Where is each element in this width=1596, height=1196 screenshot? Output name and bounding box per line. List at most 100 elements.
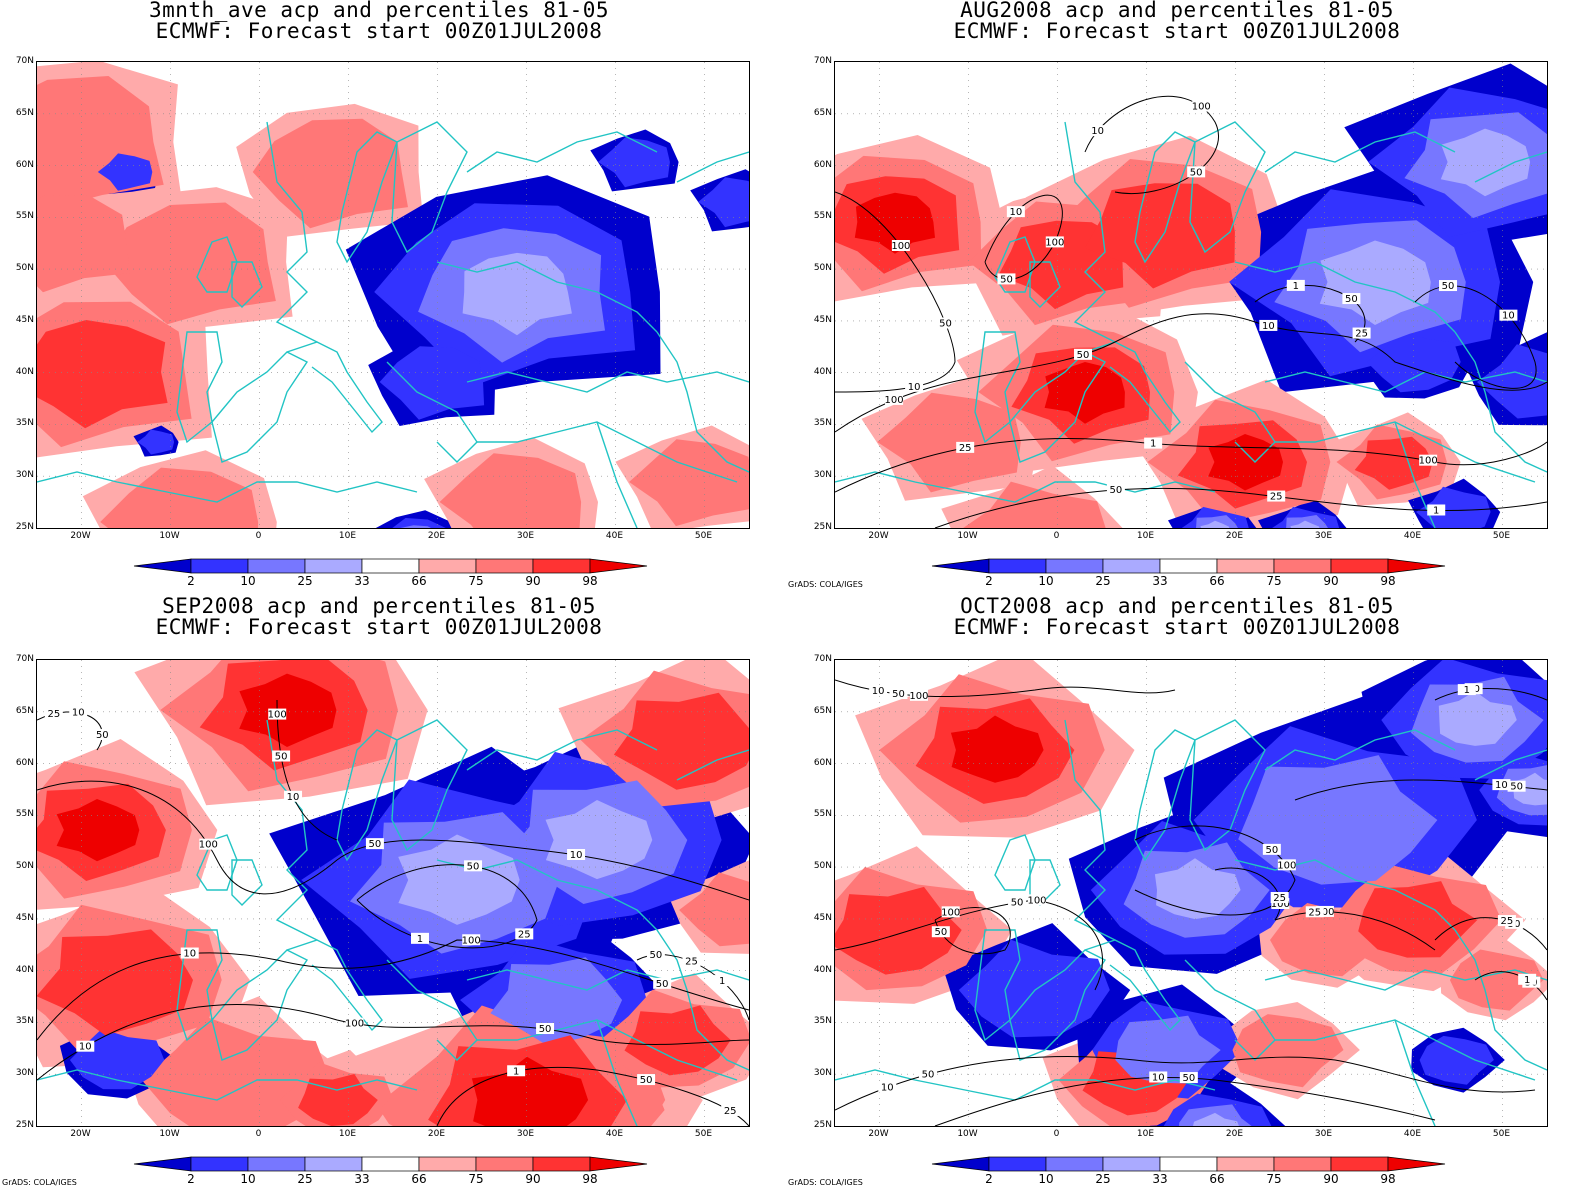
lat-tick-label: 40N [15, 964, 34, 975]
lon-tick-label: 20E [1225, 531, 1244, 541]
contour-label: 50 [1179, 1072, 1198, 1084]
panel-subtitle: ECMWF: Forecast start 00Z01JUL2008 [953, 615, 1401, 639]
contour-line [436, 1067, 749, 1126]
coastline [466, 729, 658, 771]
colorbar-label: 10 [240, 574, 256, 588]
lat-tick-label: 60N [15, 159, 34, 170]
contour-label: 1 [410, 932, 429, 945]
lat-tick-label: 70N [15, 56, 34, 66]
svg-text:10: 10 [1495, 780, 1508, 791]
wet-anomaly-area [56, 799, 140, 862]
wet-anomaly-area [877, 392, 1021, 493]
contour-label: 25 [1267, 490, 1286, 503]
panel-subtitle: ECMWF: Forecast start 00Z01JUL2008 [155, 19, 603, 43]
svg-text:100: 100 [891, 241, 910, 252]
wet-anomaly-area [854, 192, 935, 254]
coastline [231, 859, 263, 906]
dry-anomaly-area [462, 252, 572, 336]
lon-tick-label: 30E [516, 531, 535, 541]
dry-anomaly-area [958, 939, 1110, 1038]
lon-tick-label: 10W [159, 531, 180, 541]
coastline [1029, 261, 1061, 308]
lat-tick-label: 25N [15, 522, 34, 532]
lat-tick-label: 45N [15, 912, 34, 923]
colorbar-label: 33 [354, 1172, 370, 1186]
colorbar-swatch [1045, 558, 1104, 574]
map-plot: 100 100 100 100 50 50 50 50 50 50 50 50 25 25 25 25 10 10… [36, 659, 750, 1127]
colorbar-swatch [532, 558, 591, 574]
contour-label: 10 [1492, 779, 1511, 791]
lon-tick-label: 0 [255, 1129, 262, 1139]
wet-anomaly-area [963, 481, 1106, 528]
colorbar-swatch [190, 1156, 249, 1172]
contour-label: 50 [637, 1074, 656, 1086]
panel-title: OCT2008 acp and percentiles 81-05 [960, 594, 1394, 618]
coastline [336, 729, 398, 862]
svg-text:100: 100 [345, 1019, 364, 1030]
wet-anomaly-area [104, 202, 276, 325]
svg-text:25: 25 [1355, 329, 1368, 340]
contour-label: 100 [1315, 905, 1334, 918]
percentile-field: 100 100 100 100 50 50 50 50 50 50 50 50 25 25 25 25 10 10… [37, 660, 749, 1126]
colorbar-swatch [1159, 1156, 1218, 1172]
coastline [286, 341, 383, 434]
contour-line [1274, 911, 1436, 951]
contour-label: 50 [1008, 896, 1027, 909]
colorbar-swatch [247, 558, 306, 574]
colorbar-swatch [304, 1156, 363, 1172]
lat-tick-label: 45N [813, 314, 832, 325]
lat-tick-label: 60N [813, 757, 832, 768]
dry-anomaly-area [1440, 128, 1531, 197]
colorbar-swatch [1330, 558, 1389, 574]
contour-label: 100 [1277, 859, 1296, 871]
wet-anomaly-area [37, 929, 193, 1036]
dry-anomaly-area [1238, 755, 1438, 885]
svg-text:50: 50 [275, 752, 288, 763]
lon-tick-label: 20E [1225, 1129, 1244, 1139]
colorbar-swatch [931, 558, 990, 574]
svg-text:1: 1 [417, 934, 423, 945]
wet-anomaly-area [950, 715, 1044, 783]
contour-label: 10 [76, 1040, 95, 1053]
svg-text:1: 1 [1433, 505, 1439, 516]
contour-label: 25 [721, 1104, 740, 1117]
wet-anomaly-area [252, 118, 408, 229]
lon-tick-label: 30E [1314, 1129, 1333, 1139]
colorbar-label: 10 [1038, 1172, 1054, 1186]
contour-label: 10 [284, 790, 303, 803]
lon-tick-label: 10E [338, 531, 357, 541]
lon-tick-label: 40E [605, 1129, 624, 1139]
colorbar-label: 75 [1266, 574, 1282, 588]
colorbar-swatch [1216, 558, 1275, 574]
coastline [466, 371, 749, 393]
colorbar-label: 10 [1038, 574, 1054, 588]
contour-label: 50 [1106, 483, 1125, 496]
coastline [1474, 151, 1547, 183]
colorbar [132, 1155, 652, 1177]
lat-tick-label: 30N [813, 1068, 832, 1079]
colorbar-label: 2 [187, 1172, 195, 1186]
svg-text:50: 50 [369, 839, 382, 850]
coastline [596, 421, 638, 528]
coastline [391, 719, 468, 852]
contour-label: 100 [1045, 236, 1064, 248]
svg-text:1: 1 [1524, 975, 1530, 986]
contour-line [37, 780, 749, 901]
lon-tick-label: 50E [1492, 531, 1511, 541]
coastline [1029, 859, 1061, 906]
lat-tick-label: 35N [15, 1016, 34, 1027]
contour-label: 25 [1270, 892, 1289, 904]
contour-label: 10 [1088, 125, 1107, 137]
coastline [466, 969, 749, 991]
contour-label: 1 [1518, 973, 1537, 986]
lat-tick-label: 30N [15, 1068, 34, 1079]
colorbar-label: 75 [468, 1172, 484, 1186]
svg-text:50: 50 [934, 927, 947, 938]
contour-label: 10 [878, 1081, 897, 1093]
colorbar-label: 25 [297, 1172, 313, 1186]
contour-label: 50 [1262, 843, 1281, 856]
colorbar-swatch [532, 1156, 591, 1172]
contour-line [1134, 825, 1296, 916]
contour-line [1084, 95, 1219, 194]
colorbar-swatch [361, 1156, 420, 1172]
